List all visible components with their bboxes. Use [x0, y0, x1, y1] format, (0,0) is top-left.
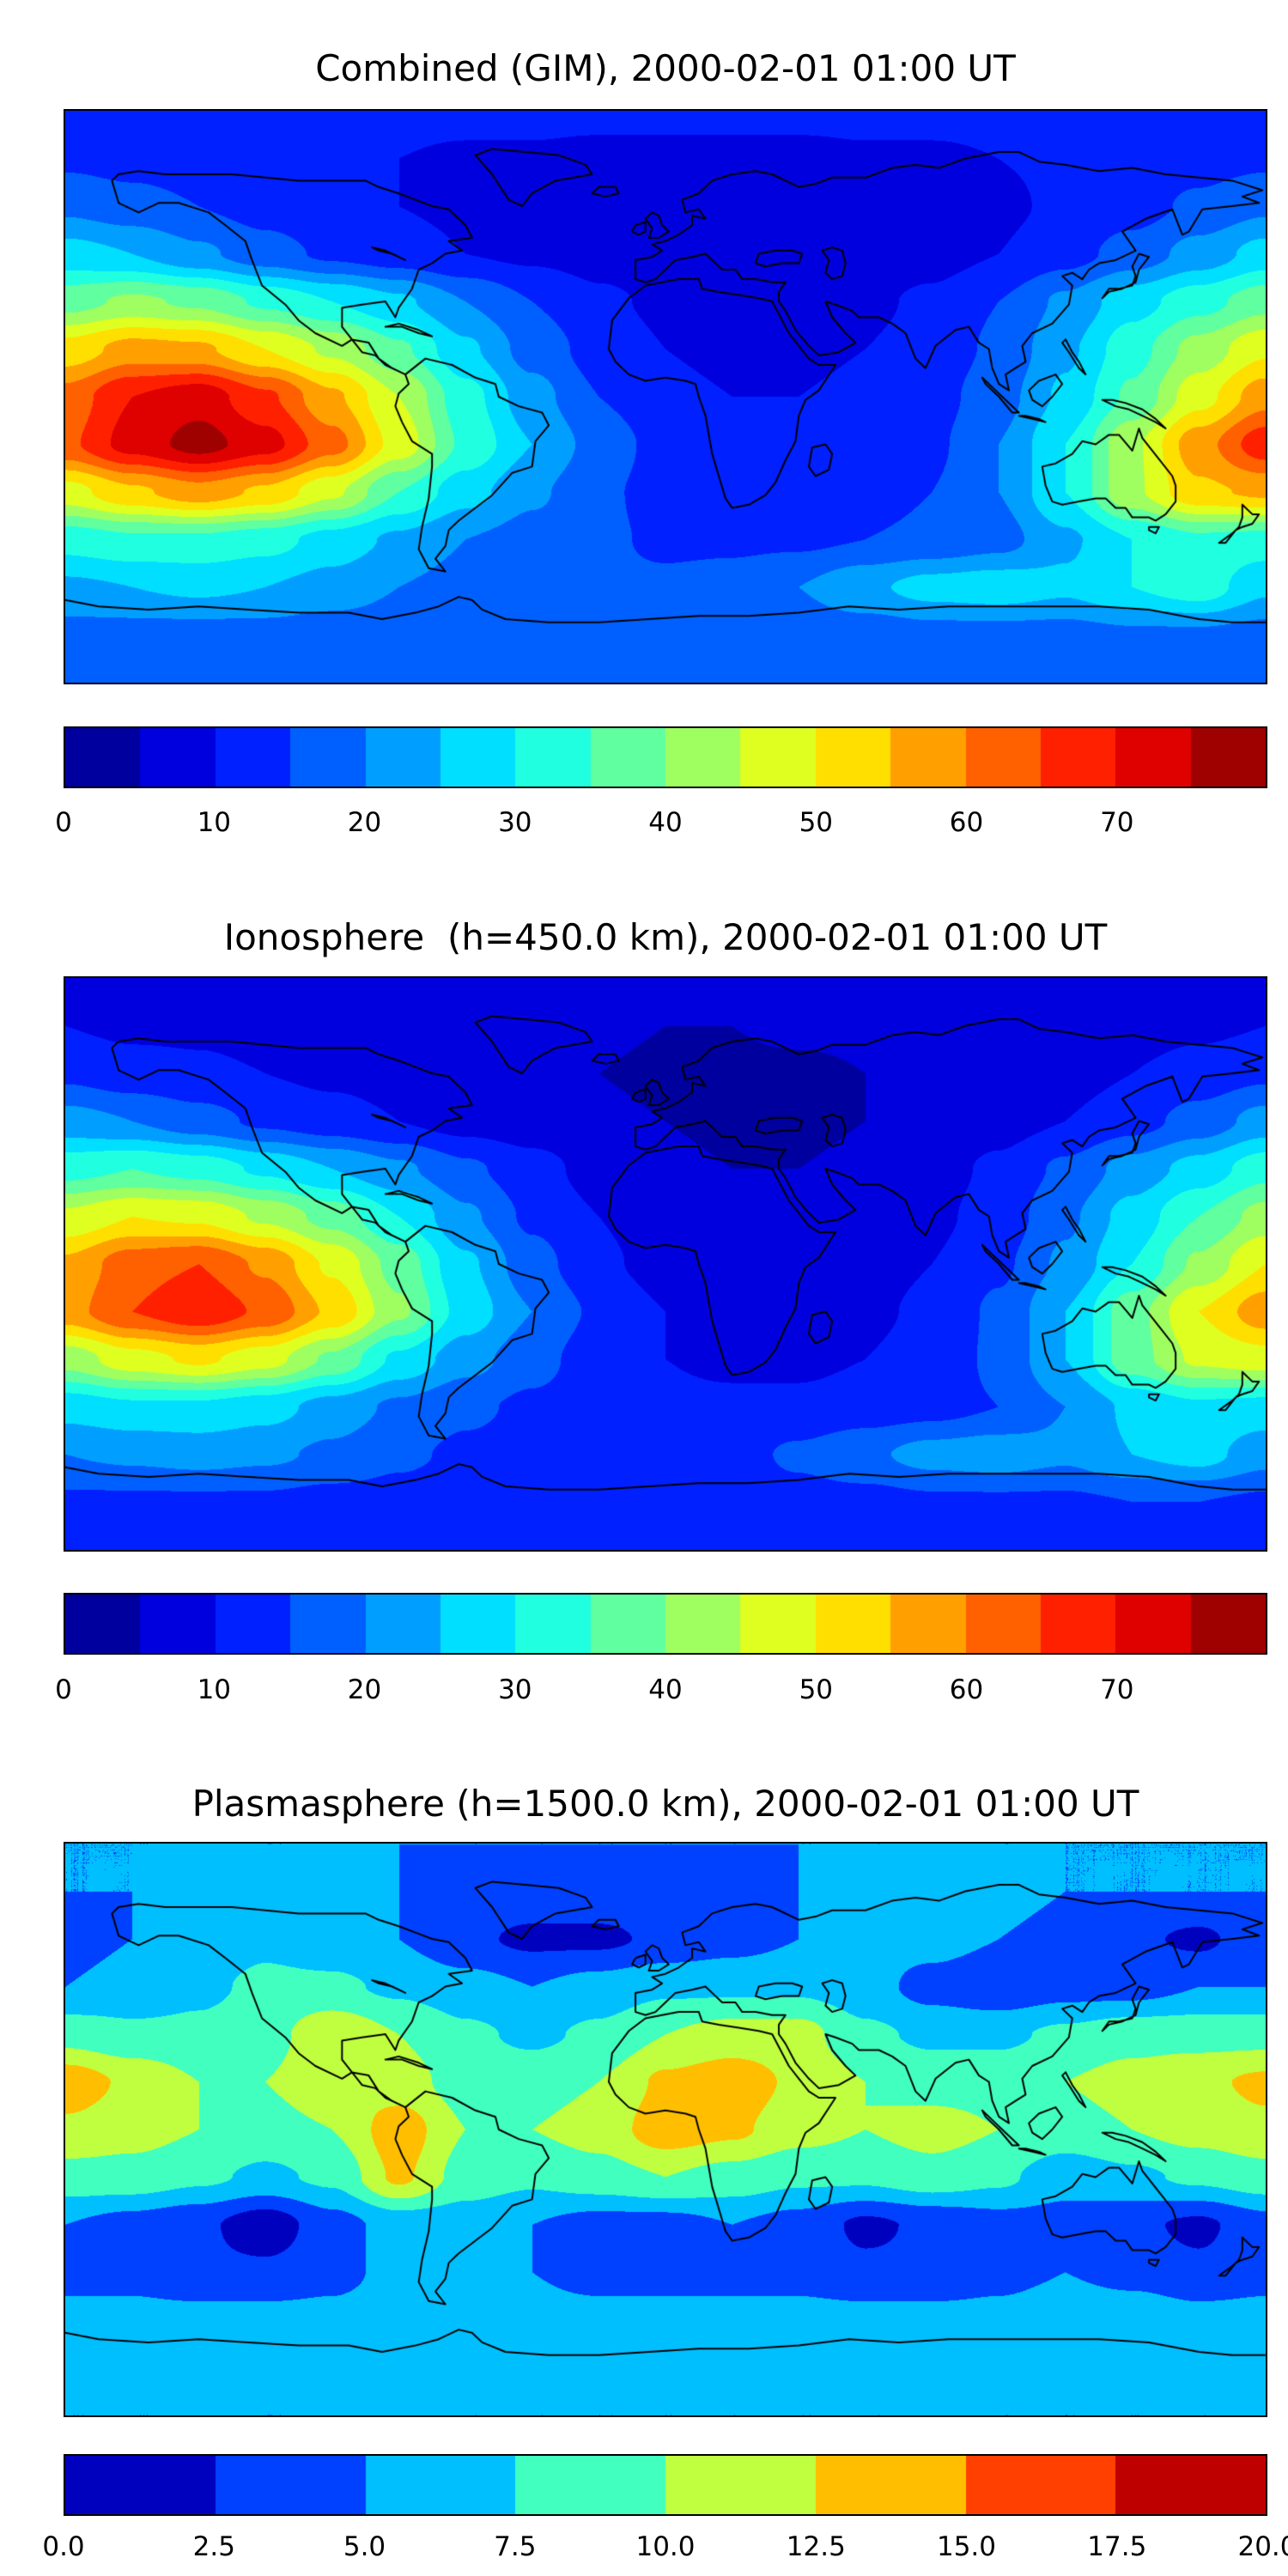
colorbar-canvas-1	[65, 1595, 1266, 1653]
colorbar-tick-label: 20	[347, 1674, 382, 1705]
colorbar-tick-label: 17.5	[1087, 2531, 1147, 2562]
map-canvas-1	[65, 978, 1266, 1550]
panel-title-ionosphere: Ionosphere (h=450.0 km), 2000-02-01 01:0…	[223, 916, 1108, 958]
map-combined	[64, 109, 1267, 684]
colorbar-tick-label: 5.0	[343, 2531, 386, 2562]
colorbar-tick-label: 0	[55, 1674, 72, 1705]
colorbar-tick-label: 30	[498, 1674, 532, 1705]
colorbar-ticks-plasmasphere: 0.0 2.5 5.0 7.5 10.0 12.5 15.0 17.5 20.0	[42, 2530, 1288, 2564]
colorbar-canvas-2	[65, 2456, 1266, 2514]
colorbar-tick-label: 70	[1100, 1674, 1134, 1705]
colorbar-tick-label: 60	[949, 1674, 984, 1705]
colorbar-tick-label: 70	[1100, 807, 1134, 838]
map-plasmasphere	[64, 1842, 1267, 2417]
map-canvas-2	[65, 1844, 1266, 2415]
colorbar-ionosphere	[64, 1593, 1267, 1655]
colorbar-tick-label: 7.5	[494, 2531, 537, 2562]
panel-title-combined: Combined (GIM), 2000-02-01 01:00 UT	[315, 47, 1016, 89]
colorbar-tick-label: 0	[55, 807, 72, 838]
colorbar-tick-label: 30	[498, 807, 532, 838]
colorbar-tick-label: 10	[197, 807, 232, 838]
colorbar-tick-label: 20	[347, 807, 382, 838]
colorbar-tick-label: 10	[197, 1674, 232, 1705]
colorbar-canvas-0	[65, 728, 1266, 787]
colorbar-plasmasphere	[64, 2454, 1267, 2516]
map-ionosphere	[64, 976, 1267, 1552]
colorbar-tick-label: 2.5	[192, 2531, 235, 2562]
colorbar-tick-label: 50	[799, 807, 834, 838]
colorbar-tick-label: 10.0	[635, 2531, 696, 2562]
colorbar-ticks-combined: 0 10 20 30 40 50 60 70	[55, 805, 1267, 840]
colorbar-tick-label: 0.0	[42, 2531, 85, 2562]
colorbar-tick-label: 60	[949, 807, 984, 838]
colorbar-ticks-ionosphere: 0 10 20 30 40 50 60 70	[55, 1673, 1267, 1707]
colorbar-combined	[64, 726, 1267, 788]
colorbar-tick-label: 40	[648, 807, 683, 838]
colorbar-tick-label: 20.0	[1237, 2531, 1288, 2562]
map-canvas-0	[65, 111, 1266, 683]
colorbar-tick-label: 12.5	[786, 2531, 846, 2562]
colorbar-tick-label: 50	[799, 1674, 834, 1705]
colorbar-tick-label: 40	[648, 1674, 683, 1705]
panel-title-plasmasphere: Plasmasphere (h=1500.0 km), 2000-02-01 0…	[191, 1783, 1139, 1825]
colorbar-tick-label: 15.0	[936, 2531, 997, 2562]
